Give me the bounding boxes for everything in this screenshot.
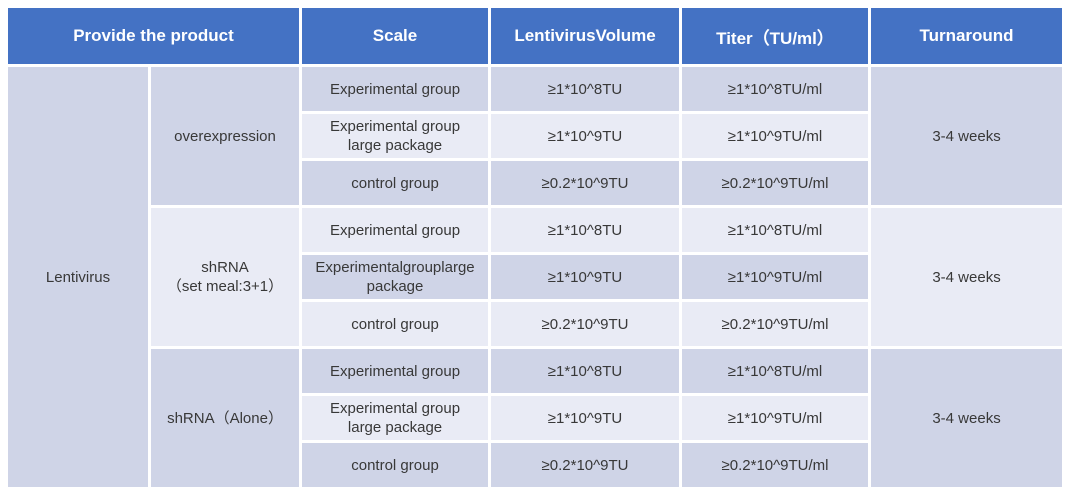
scale-cell: control group: [302, 161, 489, 205]
titer-cell: ≥1*10^8TU/ml: [682, 208, 869, 252]
volume-cell: ≥1*10^8TU: [491, 208, 680, 252]
scale-cell: Experimental group: [302, 349, 489, 393]
volume-cell: ≥0.2*10^9TU: [491, 443, 680, 487]
volume-cell: ≥0.2*10^9TU: [491, 161, 680, 205]
header-turnaround: Turnaround: [871, 8, 1063, 64]
category-cell-shrna-set-meal: shRNA （set meal:3+1）: [151, 208, 300, 346]
table-row: control group ≥0.2*10^9TU ≥0.2*10^9TU/ml: [8, 443, 1062, 487]
table-row: shRNA （set meal:3+1） Experimental group …: [8, 208, 1063, 346]
turnaround-cell: 3-4 weeks: [871, 67, 1063, 205]
titer-cell: ≥1*10^9TU/ml: [682, 255, 869, 299]
table-row: Lentivirus overexpression Experimental g…: [8, 67, 1063, 487]
category-cell-overexpression: overexpression: [151, 67, 300, 205]
turnaround-cell: 3-4 weeks: [871, 349, 1063, 487]
header-provide-the-product: Provide the product: [8, 8, 300, 64]
volume-cell: ≥1*10^9TU: [491, 396, 680, 440]
scale-cell: Experimental group: [302, 208, 489, 252]
scale-cell: control group: [302, 302, 489, 346]
header-row: Provide the product Scale LentivirusVolu…: [8, 8, 1063, 64]
table-row: shRNA（Alone） Experimental group ≥1*10^8T…: [8, 349, 1063, 487]
table-row: Experimental group large package ≥1*10^9…: [8, 114, 1062, 158]
volume-cell: ≥1*10^9TU: [491, 255, 680, 299]
turnaround-cell: 3-4 weeks: [871, 208, 1063, 346]
category-cell-shrna-alone: shRNA（Alone）: [151, 349, 300, 487]
scale-cell: Experimentalgrouplarge package: [302, 255, 489, 299]
header-scale: Scale: [302, 8, 489, 64]
table-row: Experimentalgrouplarge package ≥1*10^9TU…: [8, 255, 1062, 299]
titer-cell: ≥1*10^8TU/ml: [682, 349, 869, 393]
table-row: Experimental group large package ≥1*10^9…: [8, 396, 1062, 440]
scale-cell: Experimental group: [302, 67, 489, 111]
header-lentivirus-volume: LentivirusVolume: [491, 8, 680, 64]
scale-cell: Experimental group large package: [302, 114, 489, 158]
volume-cell: ≥1*10^8TU: [491, 67, 680, 111]
header-titer: Titer（TU/ml）: [682, 8, 869, 64]
titer-cell: ≥0.2*10^9TU/ml: [682, 302, 869, 346]
titer-cell: ≥1*10^9TU/ml: [682, 396, 869, 440]
titer-cell: ≥1*10^8TU/ml: [682, 67, 869, 111]
table-row: control group ≥0.2*10^9TU ≥0.2*10^9TU/ml: [8, 161, 1062, 205]
table-row: control group ≥0.2*10^9TU ≥0.2*10^9TU/ml: [8, 302, 1062, 346]
scale-cell: Experimental group large package: [302, 396, 489, 440]
titer-cell: ≥1*10^9TU/ml: [682, 114, 869, 158]
product-cell: Lentivirus: [8, 67, 148, 487]
scale-cell: control group: [302, 443, 489, 487]
volume-cell: ≥1*10^8TU: [491, 349, 680, 393]
lentivirus-pricing-table: Provide the product Scale LentivirusVolu…: [5, 5, 1065, 490]
volume-cell: ≥0.2*10^9TU: [491, 302, 680, 346]
titer-cell: ≥0.2*10^9TU/ml: [682, 161, 869, 205]
titer-cell: ≥0.2*10^9TU/ml: [682, 443, 869, 487]
volume-cell: ≥1*10^9TU: [491, 114, 680, 158]
